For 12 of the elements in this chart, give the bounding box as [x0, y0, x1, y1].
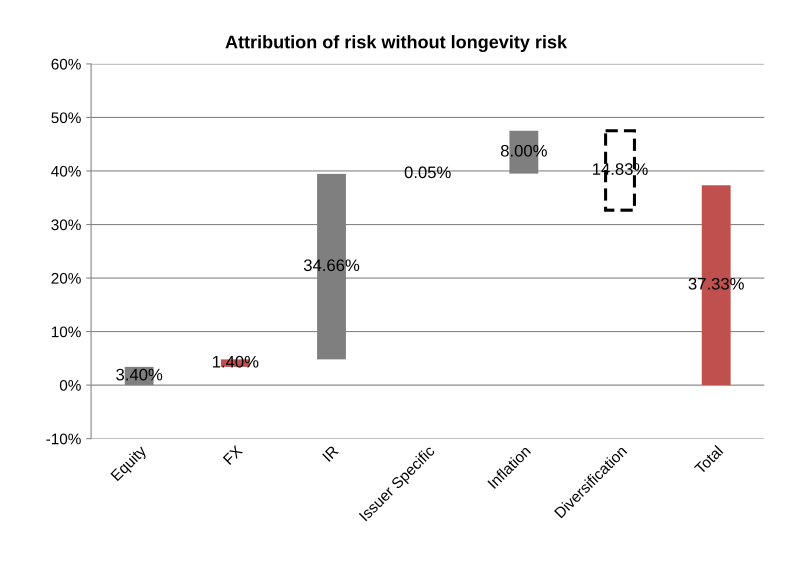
chart-title: Attribution of risk without longevity risk — [225, 35, 568, 52]
x-tick-label: IR — [322, 445, 339, 462]
y-tick-label: 60% — [52, 58, 81, 70]
x-tick-label: FX — [222, 444, 243, 465]
y-tick-label: 10% — [52, 326, 81, 338]
y-tick-label: 0% — [60, 380, 81, 391]
y-tick-label: 50% — [51, 112, 81, 124]
y-tick-label: 20% — [52, 272, 81, 284]
y-tick-label: 40% — [51, 166, 81, 177]
y-tick-label: 30% — [51, 219, 81, 230]
data-label: 0.05% — [404, 166, 451, 178]
y-tick-label: -10% — [46, 434, 81, 444]
